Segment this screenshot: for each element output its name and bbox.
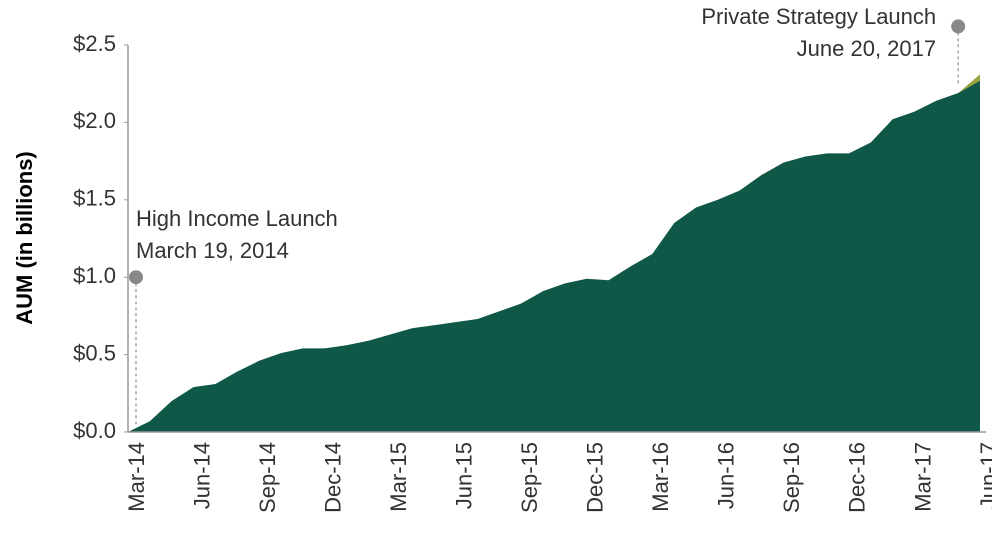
x-tick-label: Jun-14 xyxy=(189,442,214,509)
x-tick-label: Sep-16 xyxy=(779,442,804,513)
annotation-dot xyxy=(129,270,143,285)
y-tick-label: $1.5 xyxy=(73,186,116,211)
x-tick-label: Jun-17 xyxy=(976,442,992,509)
x-tick-label: Dec-15 xyxy=(583,442,608,513)
x-tick-label: Mar-16 xyxy=(648,442,673,512)
annotation-text: High Income Launch xyxy=(136,206,338,231)
annotation-text: June 20, 2017 xyxy=(797,36,936,61)
x-tick-label: Jun-16 xyxy=(714,442,739,509)
y-tick-label: $0.0 xyxy=(73,418,116,443)
y-tick-label: $1.0 xyxy=(73,263,116,288)
area xyxy=(958,74,980,93)
x-tick-label: Jun-15 xyxy=(452,442,477,509)
area xyxy=(128,80,980,432)
annotation-text: Private Strategy Launch xyxy=(701,4,936,29)
y-tick-label: $0.5 xyxy=(73,340,116,365)
x-tick-label: Sep-14 xyxy=(255,442,280,513)
y-tick-label: $2.5 xyxy=(73,31,116,56)
y-axis-label: AUM (in billions) xyxy=(12,151,37,325)
x-tick-label: Dec-14 xyxy=(320,442,345,513)
x-tick-label: Mar-15 xyxy=(386,442,411,512)
x-tick-label: Sep-15 xyxy=(517,442,542,513)
y-tick-label: $2.0 xyxy=(73,108,116,133)
x-tick-label: Mar-14 xyxy=(124,442,149,512)
annotation-dot xyxy=(951,19,966,34)
x-tick-label: Dec-16 xyxy=(845,442,870,513)
x-tick-label: Mar-17 xyxy=(910,442,935,512)
annotation-text: March 19, 2014 xyxy=(136,238,289,263)
